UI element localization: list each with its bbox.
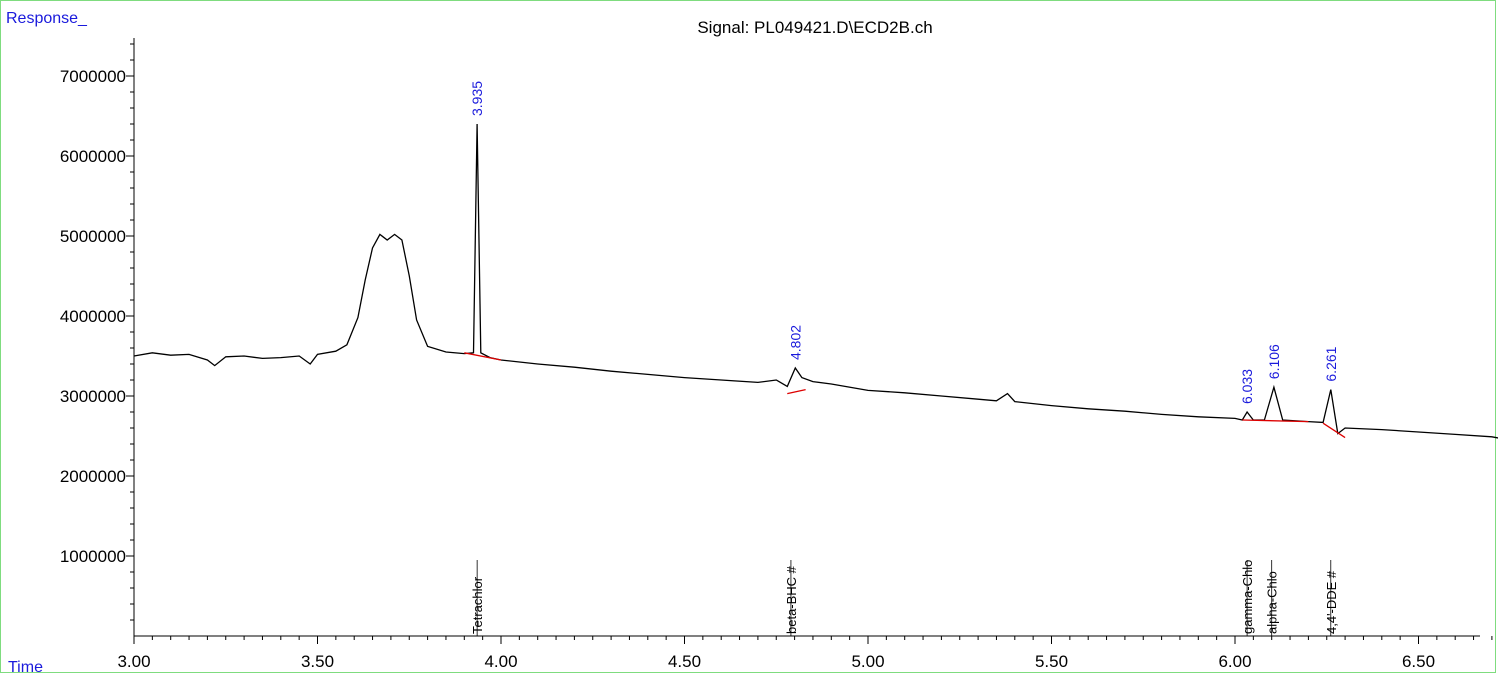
x-tick-label: 6.00 [1218,652,1251,671]
chart-title: Signal: PL049421.D\ECD2B.ch [697,18,932,37]
compound-label: beta-BHC # [784,565,799,634]
peak-baseline [1242,419,1309,423]
x-tick-label: 3.00 [117,652,150,671]
peak-baseline [1322,422,1346,439]
y-tick-label: 7000000 [60,67,126,86]
x-tick-label: 4.00 [484,652,517,671]
compound-label: gamma-Chlo [1240,560,1255,634]
y-tick-label: 4000000 [60,307,126,326]
peak-rt-label: 3.935 [469,81,485,116]
peak-rt-label: 6.106 [1266,344,1282,379]
x-tick-label: 3.50 [301,652,334,671]
axes: 3.003.504.004.505.005.506.006.507.007.50… [60,38,1493,671]
y-tick-label: 2000000 [60,467,126,486]
peak-rt-label: 6.033 [1239,369,1255,404]
x-tick-label: 4.50 [668,652,701,671]
compound-label: alpha-Chlo [1265,571,1280,634]
y-axis-label: Response_ [6,10,88,27]
compound-label: Tetrachlor [470,576,485,634]
y-tick-label: 6000000 [60,147,126,166]
peak-rt-label: 4.802 [787,325,803,360]
x-tick-label: 6.50 [1402,652,1435,671]
x-tick-label: 5.00 [851,652,884,671]
plot-area: 3.9354.8026.0336.1066.2617.0528.970Tetra… [133,81,1498,636]
peak-baseline [787,388,806,395]
signal-trace [133,123,1498,439]
x-tick-label: 5.50 [1035,652,1068,671]
compound-label: 4,4'-DDE # [1324,570,1339,634]
y-tick-label: 5000000 [60,227,126,246]
y-tick-label: 3000000 [60,387,126,406]
x-axis-label: Time [8,659,43,675]
peak-rt-label: 6.261 [1323,346,1339,381]
peak-baseline [464,352,502,361]
y-tick-label: 1000000 [60,547,126,566]
